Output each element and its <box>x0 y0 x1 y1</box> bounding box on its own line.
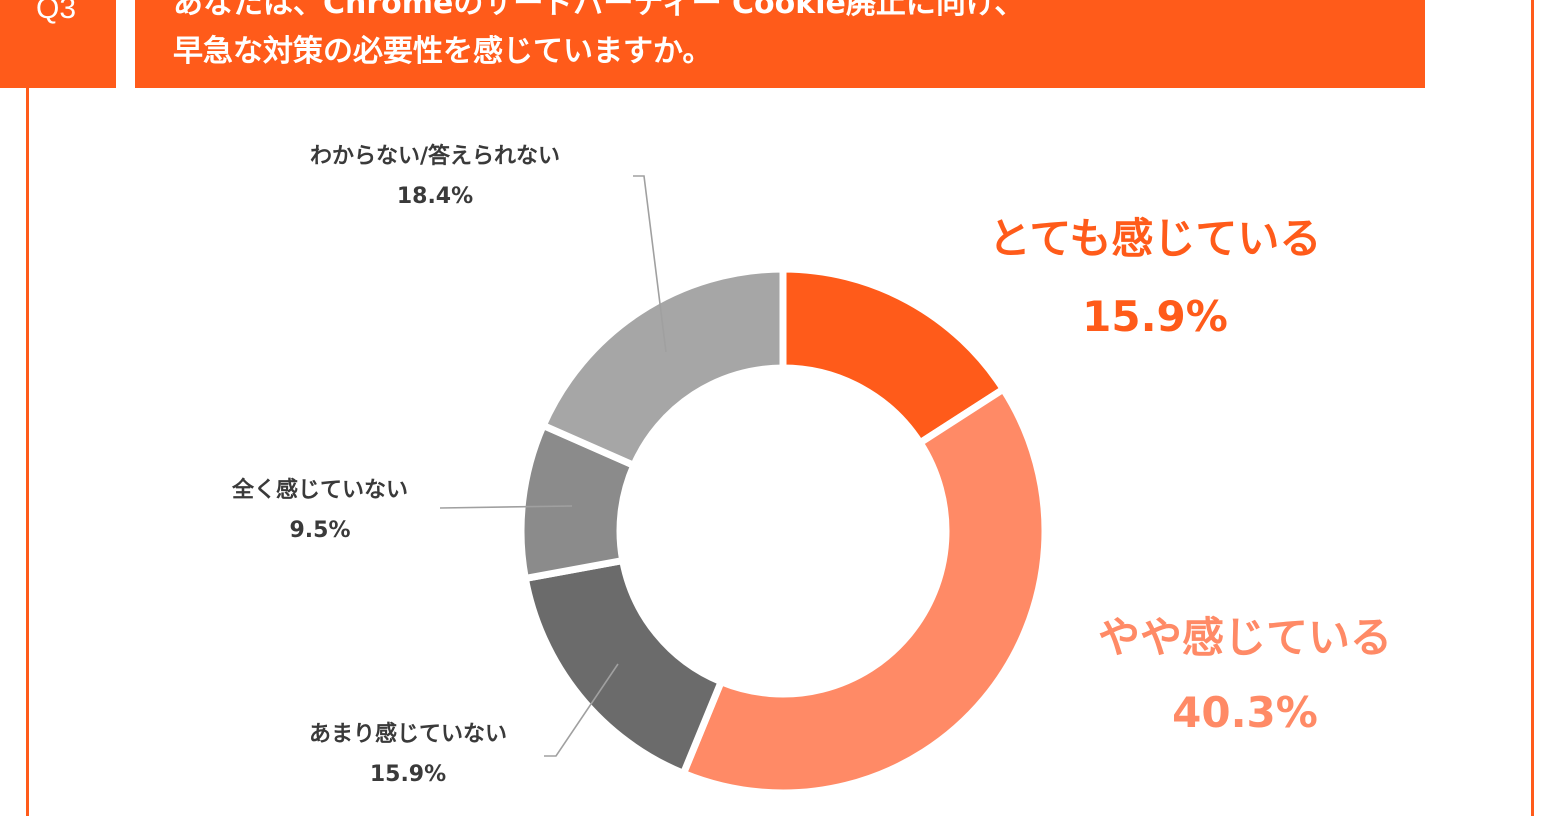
slice-label-notatall: 全く感じていない <box>231 478 409 503</box>
leader-line-notmuch <box>544 663 619 757</box>
slice-value-notmuch: 15.9% <box>369 762 447 787</box>
slice-label-unknown: わからない/答えられない <box>309 144 561 169</box>
leader-line-notatall <box>439 505 573 509</box>
leader-line-unknown <box>633 175 667 353</box>
question-number: Q3 <box>36 0 77 25</box>
slice-value-notatall: 9.5% <box>289 518 351 543</box>
question-banner: あなたは、Chromeのサードパーティー Cookie廃止に向け、 早急な対策の… <box>135 0 1425 88</box>
slice-value-somewhat: 40.3% <box>1172 688 1318 737</box>
question-text-line1: あなたは、Chromeのサードパーティー Cookie廃止に向け、 <box>173 0 1025 21</box>
slice-label-very: とても感じている <box>988 214 1322 263</box>
frame-right-border <box>1531 0 1534 816</box>
frame-left-border <box>26 88 29 816</box>
slice-value-very: 15.9% <box>1082 292 1228 341</box>
question-number-badge: Q3 <box>0 0 116 88</box>
slice-label-somewhat: やや感じている <box>1097 613 1393 662</box>
donut-slice-unknown <box>538 265 787 470</box>
donut-slice-notmuch <box>521 556 726 778</box>
slice-label-notmuch: あまり感じていない <box>308 722 508 747</box>
question-text-line2: 早急な対策の必要性を感じていますか。 <box>173 34 713 69</box>
donut-slice-somewhat <box>678 384 1049 797</box>
slice-value-unknown: 18.4% <box>396 184 474 209</box>
